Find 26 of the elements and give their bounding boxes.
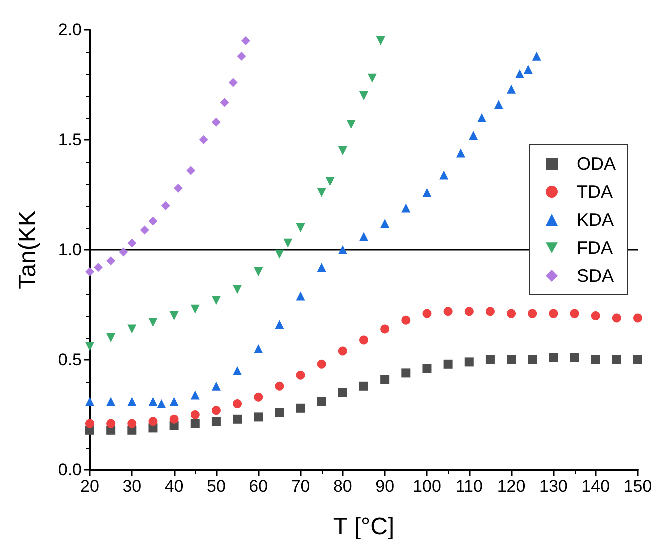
x-tick-label: 100 xyxy=(413,477,442,496)
x-axis-title: T [°C] xyxy=(333,514,395,540)
legend-label: FDA xyxy=(576,238,613,258)
x-tick-label: 20 xyxy=(80,477,100,496)
x-tick-label: 60 xyxy=(249,477,268,496)
legend-label: TDA xyxy=(576,182,613,202)
y-tick-label: 0.0 xyxy=(58,460,82,480)
y-tick-label: 1.5 xyxy=(58,130,82,150)
y-tick-label: 0.5 xyxy=(58,350,82,370)
x-tick-label: 30 xyxy=(122,477,142,496)
x-tick-label: 90 xyxy=(376,477,395,496)
y-axis-title: Tan(KK xyxy=(14,210,42,290)
x-tick-label: 80 xyxy=(333,477,352,496)
legend-label: SDA xyxy=(576,266,614,286)
y-tick-label: 2.0 xyxy=(58,20,82,40)
x-tick-label: 140 xyxy=(582,477,610,496)
y-tick-label: 1.0 xyxy=(58,240,82,260)
legend-label: ODA xyxy=(576,154,616,174)
x-tick-label: 110 xyxy=(456,477,483,496)
x-tick-label: 50 xyxy=(207,477,226,496)
x-tick-label: 40 xyxy=(164,477,184,496)
x-tick-label: 120 xyxy=(497,477,526,496)
x-tick-label: 70 xyxy=(291,477,310,496)
legend-label: KDA xyxy=(576,210,614,230)
x-tick-label: 150 xyxy=(624,477,652,496)
x-tick-label: 130 xyxy=(540,477,568,496)
